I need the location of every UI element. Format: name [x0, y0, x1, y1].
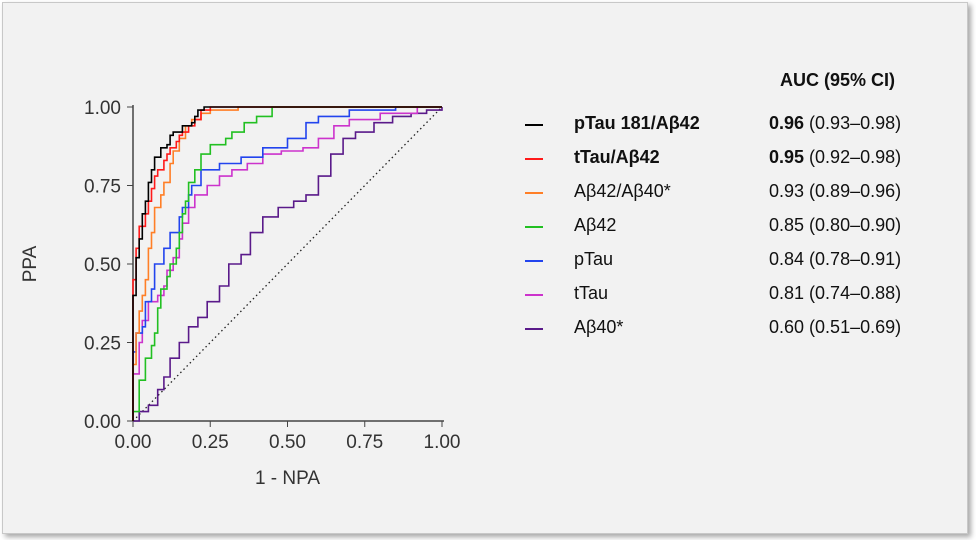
legend-item: Aβ40* 0.60 (0.51–0.69) [525, 317, 945, 341]
x-tick-label: 0.75 [346, 432, 383, 453]
legend-series-name: pTau [574, 249, 614, 269]
auc-estimate: 0.60 [769, 317, 805, 337]
x-tick-label: 0.00 [115, 432, 152, 453]
legend-swatch [525, 158, 543, 160]
x-axis-label: 1 - NPA [255, 468, 320, 489]
legend-auc-value: 0.95 (0.92–0.98) [769, 147, 901, 168]
legend-series-name: tTau/Aβ42 [574, 147, 660, 167]
y-tick-label: 0.50 [84, 255, 121, 276]
legend-item: pTau 181/Aβ42 0.96 (0.93–0.98) [525, 113, 945, 137]
legend-series-name: Aβ42/Aβ40* [574, 181, 671, 201]
x-tick-label: 0.50 [269, 432, 306, 453]
y-tick-label: 0.75 [84, 177, 121, 198]
roc-curve-a-42 [132, 106, 442, 421]
legend-swatch [525, 226, 543, 228]
auc-confidence-interval: (0.92–0.98) [804, 147, 902, 167]
auc-estimate: 0.95 [769, 147, 805, 167]
auc-confidence-interval: (0.51–0.69) [804, 317, 902, 337]
roc-curve-ptau-181-a-42 [132, 106, 442, 421]
legend-swatch [525, 124, 543, 126]
legend-series-name: tTau [574, 283, 609, 303]
auc-estimate: 0.93 [769, 181, 805, 201]
legend-swatch [525, 192, 543, 194]
legend-item: Aβ42/Aβ40* 0.93 (0.89–0.96) [525, 181, 945, 205]
roc-curve-a-40- [133, 107, 443, 422]
y-tick-label: 1.00 [84, 98, 121, 119]
legend-auc-value: 0.93 (0.89–0.96) [769, 181, 901, 202]
figure-panel [2, 2, 968, 534]
legend-header: AUC (95% CI) [780, 70, 896, 90]
legend-item: Aβ42 0.85 (0.80–0.90) [525, 215, 945, 239]
legend-series-name: pTau 181/Aβ42 [574, 113, 700, 133]
legend-auc-value: 0.96 (0.93–0.98) [769, 113, 901, 134]
legend-item: tTau 0.81 (0.74–0.88) [525, 283, 945, 307]
legend-auc-value: 0.60 (0.51–0.69) [769, 317, 901, 338]
roc-curve-ttau-a-42 [132, 106, 442, 421]
auc-estimate: 0.81 [769, 283, 805, 303]
legend-swatch [525, 294, 543, 296]
y-tick-label: 0.25 [84, 334, 121, 355]
auc-confidence-interval: (0.78–0.91) [804, 249, 902, 269]
legend-series-name: Aβ42 [574, 215, 617, 235]
legend-series-name: Aβ40* [574, 317, 624, 337]
auc-confidence-interval: (0.74–0.88) [804, 283, 902, 303]
auc-confidence-interval: (0.89–0.96) [804, 181, 902, 201]
legend-swatch [525, 328, 543, 330]
reference-diagonal-line [132, 106, 443, 422]
x-tick-label: 0.25 [192, 432, 229, 453]
x-tick-label: 1.00 [424, 432, 461, 453]
auc-estimate: 0.85 [769, 215, 805, 235]
y-axis-label: PPA [20, 245, 41, 282]
legend-auc-value: 0.85 (0.80–0.90) [769, 215, 901, 236]
auc-confidence-interval: (0.80–0.90) [804, 215, 902, 235]
auc-confidence-interval: (0.93–0.98) [804, 113, 902, 133]
legend-auc-value: 0.84 (0.78–0.91) [769, 249, 901, 270]
y-tick-label: 0.00 [84, 412, 121, 433]
legend-item: tTau/Aβ42 0.95 (0.92–0.98) [525, 147, 945, 171]
legend-swatch [525, 260, 543, 262]
auc-estimate: 0.96 [769, 113, 805, 133]
auc-estimate: 0.84 [769, 249, 805, 269]
legend-item: pTau 0.84 (0.78–0.91) [525, 249, 945, 273]
legend-auc-value: 0.81 (0.74–0.88) [769, 283, 901, 304]
